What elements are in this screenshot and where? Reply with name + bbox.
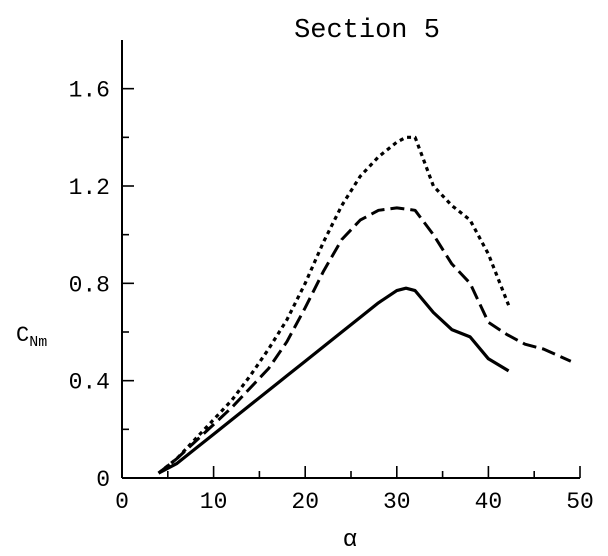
x-tick-label: 0: [115, 489, 129, 515]
y-axis-label: CNm: [16, 323, 47, 351]
chart-title: Section 5: [294, 16, 440, 46]
x-tick-label: 50: [566, 489, 594, 515]
x-axis-label: α: [343, 527, 357, 554]
x-tick-label: 40: [475, 489, 503, 515]
y-axis-label-sub: Nm: [29, 334, 47, 351]
y-tick-label: 1.6: [69, 78, 110, 104]
y-tick-label: 0.8: [69, 272, 110, 298]
y-axis-label-main: C: [16, 323, 29, 348]
series-line-dotted: [157, 135, 511, 475]
series-line-solid: [157, 286, 510, 475]
x-tick-label: 10: [200, 489, 228, 515]
x-tick-label: 30: [383, 489, 411, 515]
y-tick-label: 0: [96, 467, 110, 493]
y-tick-label: 0.4: [69, 370, 110, 396]
x-tick-label: 20: [291, 489, 319, 515]
series-line-dashed: [157, 206, 572, 475]
y-tick-label: 1.2: [69, 175, 110, 201]
series-group: [157, 135, 572, 475]
ticks: 0 10 20 30 40 50 0 0.4 0.8 1.2 1.6: [69, 78, 594, 515]
